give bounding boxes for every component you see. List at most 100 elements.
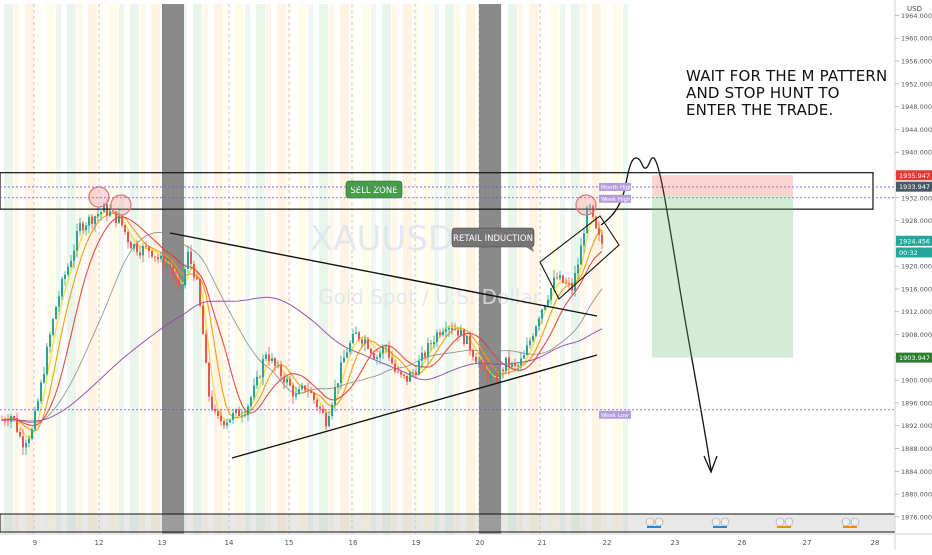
- candle: [4, 416, 6, 426]
- candle-body: [115, 211, 117, 223]
- candle-body: [493, 373, 495, 375]
- candle-body: [418, 361, 420, 375]
- session-stripe: [424, 4, 433, 534]
- candle-body: [52, 319, 54, 335]
- candle-body: [97, 213, 99, 217]
- session-stripe: [476, 4, 481, 534]
- candle: [175, 268, 177, 284]
- candle-body: [67, 266, 69, 275]
- candle-body: [379, 353, 381, 358]
- level-tag-bg: [599, 410, 631, 419]
- candle: [388, 341, 390, 361]
- candle: [355, 326, 357, 335]
- candle-body: [382, 347, 384, 354]
- candle: [154, 256, 156, 262]
- candle: [250, 395, 252, 412]
- session-stripe: [25, 4, 34, 534]
- price-axis-label-bg: [896, 181, 932, 192]
- retail-induction-bg: [451, 227, 535, 248]
- candle: [226, 419, 228, 430]
- level-tag-label: Week High: [601, 197, 631, 203]
- candle: [406, 375, 408, 386]
- candle: [64, 271, 66, 286]
- candle: [169, 256, 171, 274]
- candle-body: [127, 232, 129, 243]
- candle: [244, 410, 246, 418]
- session-stripe: [35, 4, 40, 534]
- candle-body: [202, 305, 204, 335]
- candle: [268, 347, 270, 366]
- candle-body: [514, 363, 516, 366]
- price-axis-label: 00:32: [896, 247, 932, 258]
- candle: [70, 254, 72, 268]
- candle-body: [454, 329, 456, 331]
- candle: [385, 344, 387, 354]
- candle-body: [397, 371, 399, 373]
- candle-body: [292, 385, 294, 397]
- candle-body: [160, 255, 162, 259]
- price-tick-label: 1896.000: [901, 399, 932, 407]
- event-flag: [850, 517, 860, 527]
- candle-body: [388, 346, 390, 358]
- session-stripe: [193, 4, 202, 534]
- candle-body: [70, 260, 72, 267]
- session-stripe: [329, 4, 334, 534]
- time-tick-label: 15: [285, 539, 294, 547]
- short-position-tool[interactable]: [652, 175, 793, 358]
- candle: [433, 335, 435, 349]
- event-bar: [713, 526, 727, 528]
- candle: [346, 347, 348, 359]
- candle: [109, 204, 111, 218]
- candle-body: [448, 328, 450, 330]
- event-flag: [720, 517, 730, 527]
- session-stripe: [308, 4, 313, 534]
- session-stripe: [382, 4, 391, 534]
- candle: [196, 272, 198, 281]
- price-tick-label: 1920.000: [901, 263, 932, 271]
- candle-body: [361, 339, 363, 344]
- annotation-line-1: WAIT FOR THE M PATTERN: [686, 67, 888, 85]
- candle-body: [451, 328, 453, 330]
- candle: [67, 263, 69, 277]
- candle: [532, 333, 534, 343]
- time-tick-label: 13: [158, 539, 167, 547]
- level-tag: Week High: [599, 194, 631, 203]
- candle: [142, 243, 144, 263]
- induction-channel-box: [539, 215, 620, 300]
- price-axis-label: 1935.947: [896, 170, 932, 181]
- candle: [253, 377, 255, 401]
- event-bar: [777, 526, 791, 528]
- candle-body: [286, 378, 288, 383]
- candle-body: [424, 352, 426, 357]
- candle-body: [220, 415, 222, 422]
- candle: [163, 248, 165, 273]
- candle-body: [601, 234, 603, 244]
- price-axis-label-bg: [896, 170, 932, 181]
- candle-body: [469, 335, 471, 351]
- candle: [118, 208, 120, 225]
- candle-body: [532, 336, 534, 341]
- candle: [373, 350, 375, 360]
- price-tick-label: 1952.000: [901, 80, 932, 88]
- candle: [232, 409, 234, 425]
- session-stripe: [623, 4, 628, 534]
- candle-body: [583, 233, 585, 246]
- candle: [49, 331, 51, 353]
- candle-body: [319, 407, 321, 409]
- candle: [148, 245, 150, 258]
- level-tag: Week Low: [599, 410, 631, 419]
- candle-body: [580, 245, 582, 265]
- session-stripe: [340, 4, 349, 534]
- candle-body: [475, 356, 477, 363]
- candle: [334, 379, 336, 412]
- candle-body: [238, 409, 240, 417]
- price-tick-label: 1932.000: [901, 194, 932, 202]
- candle: [22, 428, 24, 456]
- candle-body: [40, 382, 42, 401]
- candle: [55, 305, 57, 320]
- price-tick-label: 1880.000: [901, 491, 932, 499]
- candle: [58, 291, 60, 312]
- candle: [538, 316, 540, 331]
